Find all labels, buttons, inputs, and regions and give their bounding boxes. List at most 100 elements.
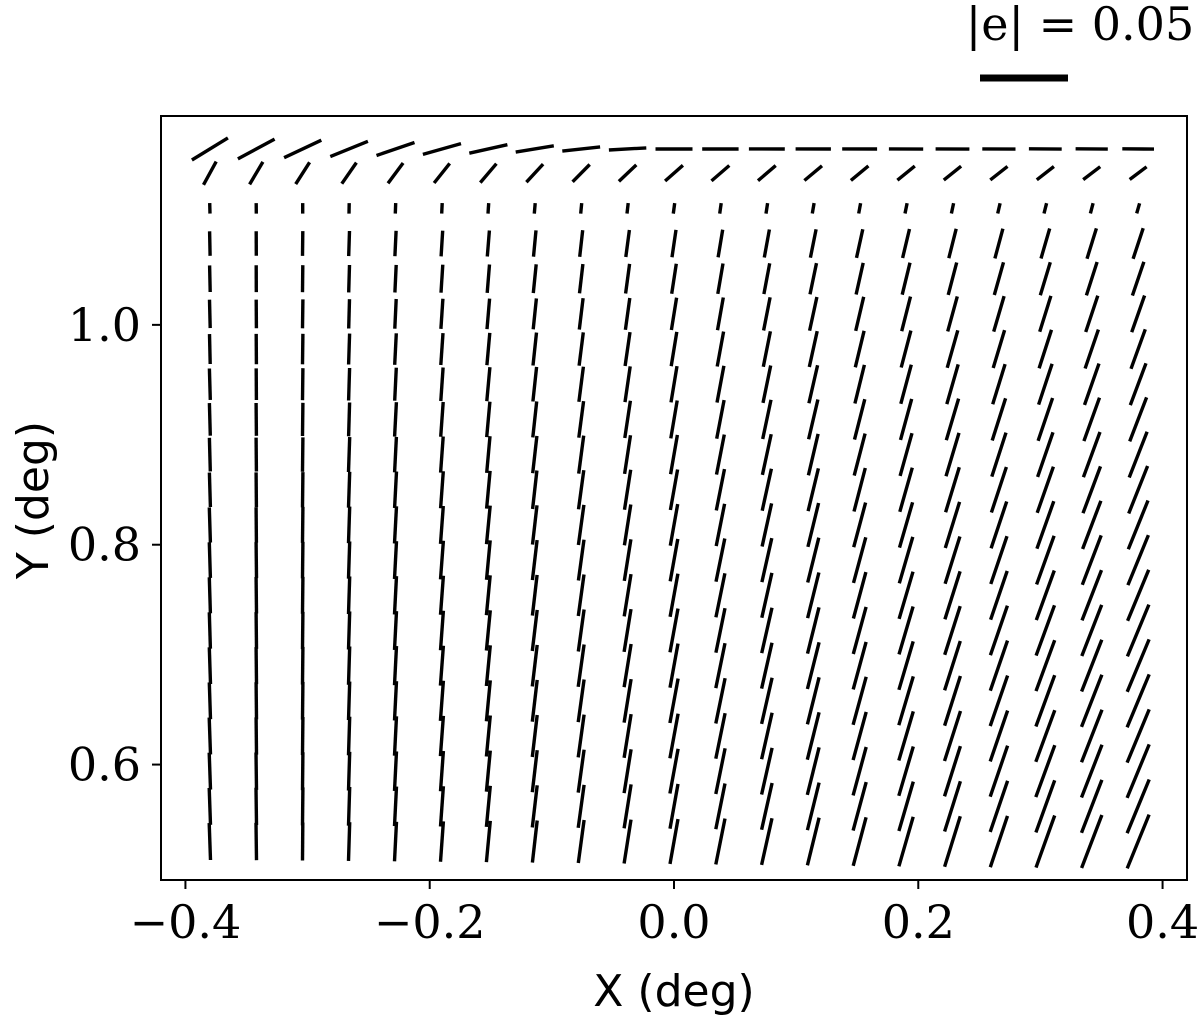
whisker [622, 435, 633, 475]
whisker [945, 363, 960, 405]
whisker [715, 365, 726, 403]
whisker [346, 681, 352, 721]
whisker [254, 787, 259, 826]
whisker [484, 610, 492, 651]
whisker [988, 640, 1010, 692]
whisker [346, 751, 352, 791]
whisker [943, 570, 962, 620]
y-tick-label: 1.0 [68, 298, 141, 352]
whisker [623, 331, 632, 367]
whisker [897, 606, 915, 655]
whisker [759, 712, 774, 760]
whisker [438, 471, 445, 509]
whisker [897, 536, 915, 584]
whisker [806, 433, 820, 476]
whisker [346, 333, 352, 365]
whisker [947, 228, 958, 259]
whisker [1082, 363, 1101, 406]
whisker [422, 141, 462, 157]
whisker [347, 230, 352, 257]
whisker [668, 713, 680, 759]
whisker [807, 330, 819, 368]
whisker [900, 262, 912, 296]
whisker [1130, 294, 1147, 333]
whisker [1034, 604, 1057, 657]
whisker [576, 504, 586, 546]
whisker [897, 816, 915, 867]
whisker [531, 366, 539, 402]
whisker [989, 466, 1009, 514]
x-tick-label: 0.4 [1126, 895, 1199, 949]
whisker [392, 611, 399, 650]
whisker [942, 745, 963, 797]
whisker [714, 468, 727, 511]
whisker [392, 506, 399, 544]
whisker [485, 298, 492, 330]
whisker [1081, 500, 1103, 550]
whisker [806, 399, 820, 440]
whisker [1080, 604, 1104, 657]
whisker [760, 503, 774, 547]
whisker [942, 675, 963, 727]
whisker [670, 263, 678, 294]
whisker [1135, 202, 1142, 214]
whisker [392, 576, 399, 615]
whisker [715, 331, 726, 367]
whisker [1126, 499, 1150, 550]
whisker [1084, 261, 1099, 296]
whisker [851, 816, 868, 867]
whisker [1035, 165, 1055, 182]
whisker [207, 231, 212, 256]
whisker [897, 675, 915, 726]
whisker [716, 229, 725, 258]
whisker [669, 297, 679, 331]
whisker [623, 400, 633, 439]
whisker [207, 823, 213, 861]
whisker [808, 228, 818, 259]
whisker [392, 471, 399, 509]
legend-label: |e| = 0.05 [966, 0, 1194, 51]
whisker [1035, 431, 1055, 478]
whisker [530, 644, 539, 687]
whisker [991, 363, 1007, 405]
whisker [761, 365, 773, 404]
whisker [530, 820, 539, 863]
whisker [898, 467, 914, 513]
whisker [577, 366, 586, 403]
whisker [988, 815, 1010, 868]
whisker [988, 605, 1010, 656]
whisker [484, 680, 492, 722]
whisker [854, 228, 865, 259]
whisker [530, 679, 539, 722]
whisker [849, 164, 870, 182]
whisker [1081, 465, 1103, 514]
whisker [486, 202, 491, 214]
whisker [764, 202, 770, 214]
whisker [622, 678, 633, 723]
whisker [484, 645, 492, 687]
whisker [625, 202, 630, 214]
whisker [393, 264, 398, 293]
whisker [438, 786, 446, 827]
whisker [714, 434, 726, 475]
whisker [805, 711, 821, 761]
y-tick-label: 0.6 [68, 738, 141, 792]
whisker [577, 435, 586, 474]
whisker [1036, 363, 1054, 406]
x-axis-ticks: −0.4 −0.2 0.0 0.2 0.4 [130, 880, 1199, 949]
whisker [1125, 813, 1151, 870]
whisker [439, 264, 445, 293]
whisker [942, 780, 963, 833]
whisker [1039, 228, 1052, 259]
whisker [1082, 165, 1102, 181]
whisker [810, 202, 816, 214]
whisker [1130, 261, 1146, 297]
whisker [340, 161, 358, 185]
whisker [207, 787, 213, 825]
whisker [531, 298, 539, 330]
whisker [622, 819, 633, 864]
whisker [393, 298, 398, 329]
whisker [576, 679, 586, 723]
whisker [1125, 708, 1151, 764]
whisker [1125, 743, 1151, 799]
